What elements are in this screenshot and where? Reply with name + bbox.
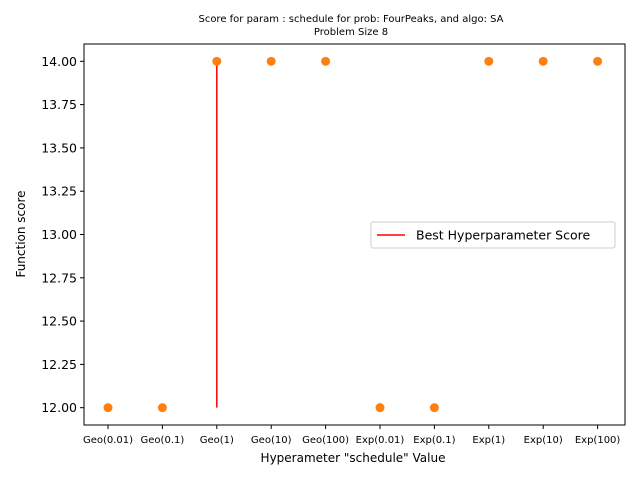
x-tick-label: Geo(100) [302,435,349,446]
x-tick-label: Exp(0.01) [356,435,405,446]
x-tick-label: Exp(10) [524,435,563,446]
x-tick-label: Geo(0.1) [141,435,185,446]
x-axis-label: Hyperameter "schedule" Value [261,451,446,465]
data-point [375,403,385,413]
y-tick-label: 13.25 [41,184,77,199]
legend-box [370,221,616,249]
data-point [321,56,331,66]
y-tick-label: 13.00 [41,227,77,242]
x-tick-label: Geo(0.01) [83,435,133,446]
y-axis-label: Function score [14,190,28,277]
data-point [538,56,548,66]
x-tick-label: Exp(1) [472,435,505,446]
plot-area: 12.00 12.25 12.50 12.75 13.00 13.25 13.50 13.75… [41,43,626,446]
x-tick-label: Exp(100) [575,435,621,446]
y-tick-label: 12.25 [41,357,77,372]
y-tick-label: 12.75 [41,270,77,285]
data-point [266,56,276,66]
y-tick-label: 14.00 [41,54,77,69]
y-tick-label: 12.50 [41,314,77,329]
y-tick-label: 13.75 [41,97,77,112]
legend-label-best: Best Hyperparameter Score [416,228,590,243]
y-tick-label: 12.00 [41,400,77,415]
data-point [484,56,494,66]
x-tick-label: Exp(0.1) [413,435,455,446]
data-point [429,403,439,413]
data-point [593,56,603,66]
data-point [103,403,113,413]
y-tick-label: 13.50 [41,140,77,155]
data-point [212,56,222,66]
x-tick-label: Geo(1) [200,435,234,446]
legend: Best Hyperparameter Score [370,221,616,249]
chart-title: Score for param : schedule for prob: Fou… [198,14,503,25]
data-point [157,403,167,413]
x-tick-label: Geo(10) [251,435,292,446]
chart-subtitle: Problem Size 8 [314,27,388,38]
